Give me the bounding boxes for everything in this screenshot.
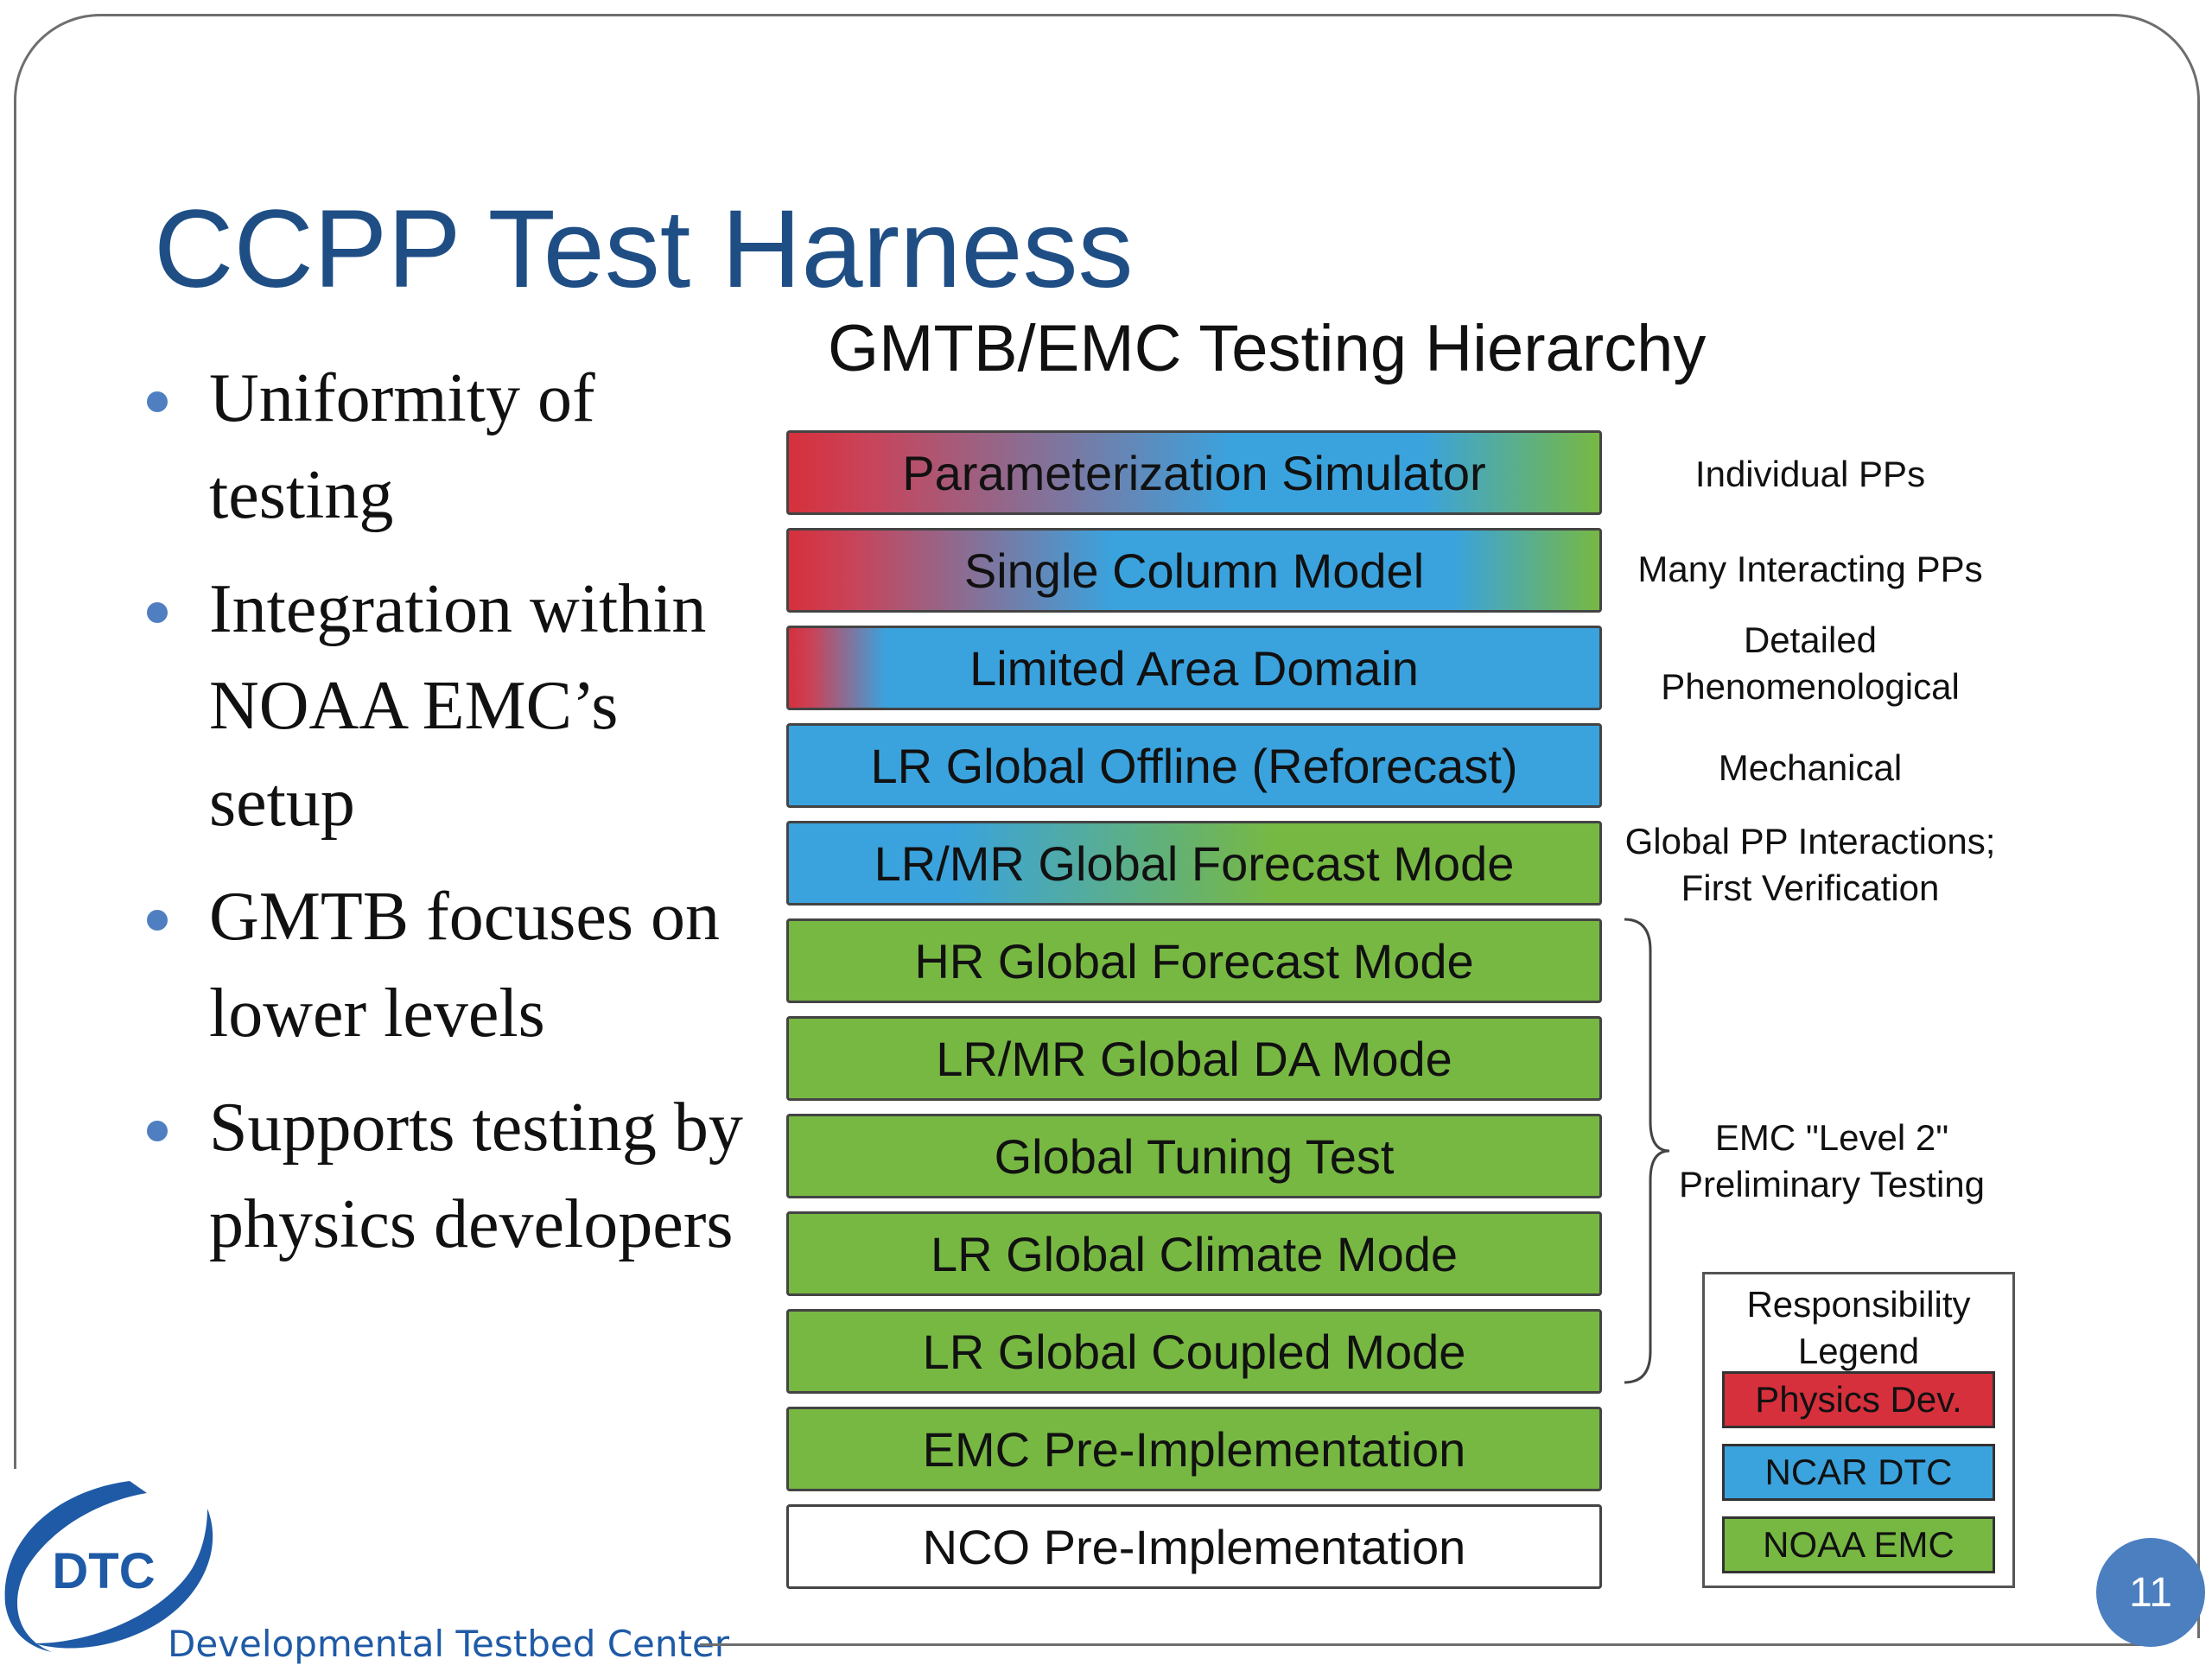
level-bar-lr-global-climate: LR Global Climate Mode <box>786 1211 1602 1296</box>
level-bar-nco-pre-implementation: NCO Pre-Implementation <box>786 1504 1602 1589</box>
diagram-title: GMTB/EMC Testing Hierarchy <box>828 312 1707 385</box>
bullet-item: Integration within NOAA EMC’s setup <box>147 561 752 851</box>
bullet-item: Supports testing by physics developers <box>147 1079 752 1273</box>
org-name: Developmental Testbed Center <box>168 1623 730 1665</box>
level-bar-lr-mr-global-da: LR/MR Global DA Mode <box>786 1016 1602 1101</box>
note-mechanical: Mechanical <box>1718 747 1903 788</box>
dtc-logo: DTC <box>4 1481 213 1652</box>
level-bar-hr-global-forecast: HR Global Forecast Mode <box>786 918 1602 1003</box>
note-individual-pps: Individual PPs <box>1694 454 1926 494</box>
legend-title: Responsibility Legend <box>1746 1284 1971 1371</box>
note-many-interacting-pps: Many Interacting PPs <box>1637 549 1983 589</box>
slide-frame <box>14 14 2200 1638</box>
footer-divider <box>700 1643 2160 1646</box>
level-bar-lr-global-coupled: LR Global Coupled Mode <box>786 1309 1602 1394</box>
logo-text: DTC <box>52 1543 155 1599</box>
bullet-item: Uniformity of testing <box>147 350 752 543</box>
note-global-pp-interactions: Global PP Interactions; First Verificati… <box>1624 821 1996 908</box>
level-bar-limited-area-domain: Limited Area Domain <box>786 626 1602 710</box>
bullet-item: GMTB focuses on lower levels <box>147 868 752 1062</box>
responsibility-legend: Responsibility Legend Physics Dev. NCAR … <box>1702 1272 2015 1588</box>
legend-item-noaa-emc: NOAA EMC <box>1722 1516 1995 1573</box>
note-emc-level-2: EMC "Level 2" Preliminary Testing <box>1678 1117 1986 1204</box>
level-bar-global-tuning-test: Global Tuning Test <box>786 1114 1602 1198</box>
level-bar-emc-pre-implementation: EMC Pre-Implementation <box>786 1407 1602 1491</box>
bullet-list: Uniformity of testing Integration within… <box>147 350 752 1290</box>
level-bar-lr-global-offline: LR Global Offline (Reforecast) <box>786 723 1602 808</box>
level-bar-parameterization-simulator: Parameterization Simulator <box>786 430 1602 515</box>
note-detailed-phenomenological: Detailed Phenomenological <box>1661 620 1960 707</box>
brace-icon <box>1624 918 1670 1384</box>
legend-item-ncar-dtc: NCAR DTC <box>1722 1444 1995 1501</box>
legend-item-physics-dev: Physics Dev. <box>1722 1371 1995 1428</box>
level-bar-lr-mr-global-forecast: LR/MR Global Forecast Mode <box>786 821 1602 906</box>
level-bar-single-column-model: Single Column Model <box>786 528 1602 613</box>
page-number-badge: 11 <box>2096 1538 2205 1647</box>
slide-title: CCPP Test Harness <box>154 187 1134 311</box>
